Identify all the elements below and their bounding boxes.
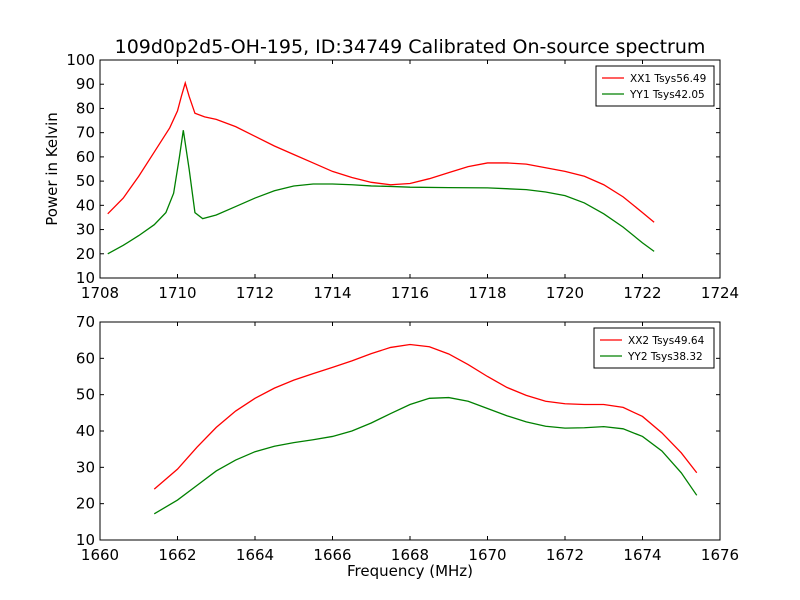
x-tick-label: 1718 <box>468 284 506 302</box>
x-tick-label: 1674 <box>623 546 661 564</box>
y-tick-label: 60 <box>76 349 95 367</box>
legend-label: YY1 Tsys42.05 <box>629 89 705 101</box>
y-tick-label: 40 <box>76 196 95 214</box>
x-axis-label: Frequency (MHz) <box>347 562 473 580</box>
x-tick-label: 1676 <box>701 546 739 564</box>
x-tick-label: 1666 <box>313 546 351 564</box>
y-tick-label: 80 <box>76 99 95 117</box>
legend: XX1 Tsys56.49 YY1 Tsys42.05 <box>595 65 715 107</box>
y-axis-label: Power in Kelvin <box>43 112 61 226</box>
top-plot-panel: 109d0p2d5-OH-195, ID:34749 Calibrated On… <box>43 36 739 302</box>
x-tick-label: 1720 <box>546 284 584 302</box>
legend-box <box>595 65 715 107</box>
series-line-2 <box>107 130 655 255</box>
x-tick-label: 1716 <box>391 284 429 302</box>
x-tick-label: 1668 <box>391 546 429 564</box>
y-tick-label: 60 <box>76 148 95 166</box>
x-tick-label: 1672 <box>546 546 584 564</box>
bottom-plot-area: 1660 1662 1664 1666 1668 1670 1672 1674 1676 10 20… <box>76 313 739 564</box>
x-tick-label: 1664 <box>236 546 274 564</box>
series-line-2 <box>153 396 698 515</box>
y-tick-label: 30 <box>76 458 95 476</box>
bottom-plot-panel: Frequency (MHz) 1660 1662 1664 1666 1668 1670… <box>76 313 739 580</box>
y-tick-label: 50 <box>76 172 95 190</box>
y-tick-label: 100 <box>66 51 95 69</box>
series-line-1 <box>107 80 655 223</box>
y-tick-label: 70 <box>76 313 95 331</box>
y-tick-label: 10 <box>76 269 95 287</box>
y-tick-label: 90 <box>76 75 95 93</box>
y-tick-label: 20 <box>76 495 95 513</box>
legend-label: XX2 Tsys49.64 <box>628 335 705 347</box>
x-tick-label: 1722 <box>623 284 661 302</box>
chart-title: 109d0p2d5-OH-195, ID:34749 Calibrated On… <box>115 36 706 58</box>
x-tick-label: 1714 <box>313 284 351 302</box>
top-plot-area: 1708 1710 1712 1714 1716 1718 1720 1722 1724 10 20… <box>66 51 739 302</box>
x-tick-label: 1708 <box>81 284 119 302</box>
series-line-1 <box>153 343 698 490</box>
y-tick-label: 70 <box>76 124 95 142</box>
y-tick-label: 20 <box>76 245 95 263</box>
legend-label: XX1 Tsys56.49 <box>630 73 706 85</box>
y-tick-label: 30 <box>76 221 95 239</box>
x-tick-label: 1670 <box>468 546 506 564</box>
x-tick-label: 1662 <box>158 546 196 564</box>
y-tick-label: 40 <box>76 422 95 440</box>
legend-box <box>593 327 715 369</box>
x-tick-label: 1724 <box>701 284 739 302</box>
x-tick-label: 1710 <box>158 284 196 302</box>
y-tick-label: 10 <box>76 531 95 549</box>
legend-label: YY2 Tsys38.32 <box>627 351 703 363</box>
legend: XX2 Tsys49.64 YY2 Tsys38.32 <box>593 327 715 369</box>
y-tick-label: 50 <box>76 386 95 404</box>
x-tick-label: 1660 <box>81 546 119 564</box>
x-tick-label: 1712 <box>236 284 274 302</box>
